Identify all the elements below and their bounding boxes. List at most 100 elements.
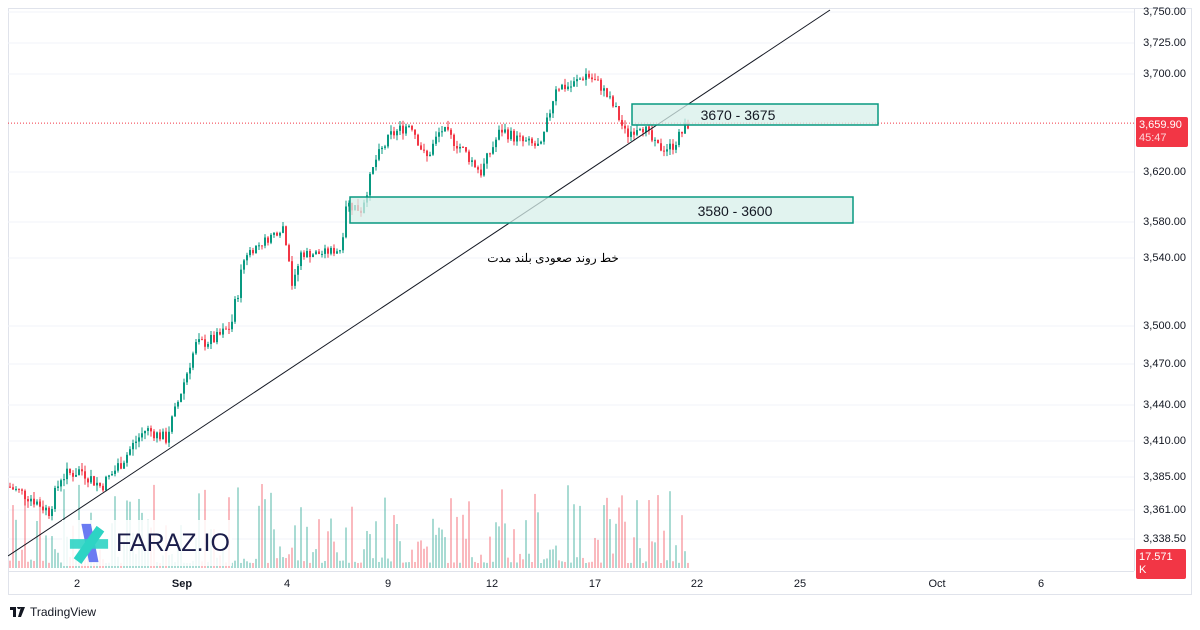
candle <box>30 494 32 506</box>
time-tick: 12 <box>485 578 499 590</box>
volume-bar <box>606 497 608 568</box>
volume-badge: 17.571 K <box>1136 549 1186 579</box>
volume-bar <box>621 495 623 568</box>
volume-bar <box>321 562 323 568</box>
candle <box>285 225 287 246</box>
time-tick: 22 <box>690 578 704 590</box>
volume-bar <box>351 506 353 568</box>
volume-bar <box>669 491 671 568</box>
faraz-text: FARAZ.IO <box>116 528 230 557</box>
candle <box>663 145 665 157</box>
candle <box>471 157 473 167</box>
zone-upper-label: 3670 - 3675 <box>701 107 776 123</box>
volume-bar <box>57 552 59 568</box>
volume-bar <box>561 561 563 568</box>
volume-bar <box>513 529 515 568</box>
price-axis[interactable]: 3,750.00 3,725.00 3,700.00 3,620.00 3,580.00… <box>1134 6 1192 571</box>
volume-bar <box>402 562 404 568</box>
candle <box>447 120 449 132</box>
candle <box>93 475 95 486</box>
candle <box>159 429 161 442</box>
candle <box>21 488 23 495</box>
zone-lower[interactable]: 3580 - 3600 <box>349 196 854 224</box>
volume-bar <box>678 562 680 568</box>
volume-bar <box>471 557 473 568</box>
candle <box>171 415 173 434</box>
volume-bar <box>315 549 317 568</box>
volume-bar <box>684 551 686 568</box>
candle <box>330 246 332 256</box>
volume-bar <box>240 562 242 568</box>
candle <box>345 200 347 239</box>
volume-bar <box>45 535 47 568</box>
candle <box>276 231 278 237</box>
candle <box>138 433 140 448</box>
candle <box>519 132 521 142</box>
candle <box>207 341 209 349</box>
volume-bar <box>648 500 650 568</box>
candle <box>642 126 644 137</box>
price-tick: 3,700.00 <box>1143 68 1186 80</box>
price-tick: 3,470.00 <box>1143 358 1186 370</box>
time-axis[interactable]: 2 Sep 4 9 12 17 22 25 Oct 6 <box>8 571 1134 595</box>
volume-bar <box>417 541 419 568</box>
candle <box>177 400 179 409</box>
volume-bar <box>531 562 533 568</box>
volume-bar <box>609 519 611 568</box>
volume-bar <box>258 505 260 568</box>
candle <box>264 234 266 249</box>
candle <box>420 142 422 151</box>
zone-upper[interactable]: 3670 - 3675 <box>631 103 879 126</box>
candle <box>555 86 557 106</box>
candle <box>681 131 683 138</box>
candle <box>525 137 527 142</box>
volume-bar <box>558 560 560 568</box>
candle <box>594 73 596 81</box>
volume-bar <box>336 552 338 568</box>
volume-bar <box>495 522 497 568</box>
time-tick: 9 <box>384 578 392 590</box>
faraz-logo-icon <box>69 523 109 564</box>
price-chart[interactable]: 3670 - 3675 3580 - 3600 خط روند صعودی بل… <box>8 8 1134 571</box>
volume-bar <box>645 561 647 568</box>
volume-bar <box>243 558 245 568</box>
candle <box>564 78 566 92</box>
bar-countdown: 45:47 <box>1139 132 1167 144</box>
candle <box>246 252 248 266</box>
candle <box>9 482 11 489</box>
candle <box>300 250 302 270</box>
candle <box>666 143 668 157</box>
candle <box>228 321 230 335</box>
candle <box>174 402 176 417</box>
volume-bar <box>657 495 659 568</box>
candle <box>396 129 398 141</box>
volume-bar <box>405 562 407 568</box>
tradingview-logo[interactable]: TradingView <box>10 605 96 619</box>
volume-bar <box>642 562 644 568</box>
trendline[interactable] <box>8 9 831 557</box>
candle <box>495 137 497 153</box>
time-tick: 4 <box>283 578 291 590</box>
candle <box>216 328 218 345</box>
candle <box>27 496 29 508</box>
volume-bar <box>24 488 26 568</box>
volume-bar <box>318 519 320 568</box>
volume-bar <box>474 561 476 568</box>
candle <box>501 124 503 137</box>
candle <box>624 120 626 134</box>
candle <box>294 269 296 289</box>
candle <box>45 504 47 516</box>
last-price-badge: 3,659.90 45:47 <box>1136 117 1188 147</box>
volume-bar <box>27 561 29 568</box>
candle <box>483 158 485 177</box>
candle <box>198 333 200 345</box>
volume-bar <box>540 562 542 568</box>
candle <box>516 131 518 146</box>
volume-bar <box>477 562 479 568</box>
candle <box>552 100 554 119</box>
candle <box>678 128 680 148</box>
candle <box>270 233 272 245</box>
candle <box>81 463 83 476</box>
candle <box>219 328 221 336</box>
volume-bar <box>444 537 446 568</box>
